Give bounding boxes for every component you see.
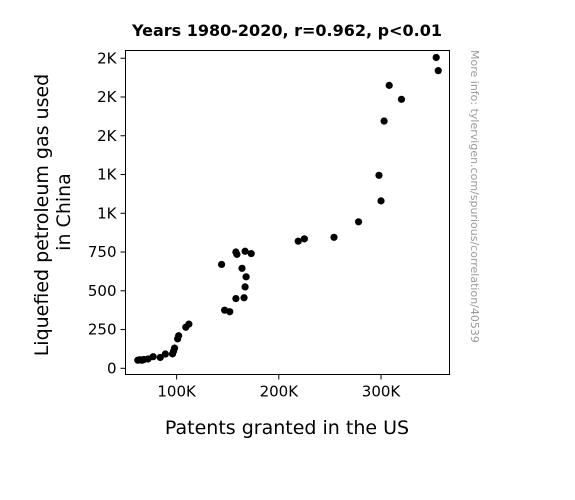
y-axis-label: Liquefied petroleum gas used in China <box>31 68 75 357</box>
data-point <box>432 53 440 62</box>
data-point <box>238 264 246 272</box>
data-point <box>149 353 157 361</box>
data-points <box>134 53 442 364</box>
data-point <box>294 237 302 245</box>
svg-text:Liquefied petroleum gas used: Liquefied petroleum gas used in China <box>31 68 75 357</box>
plot-frame <box>125 50 450 375</box>
data-point <box>354 218 363 226</box>
data-point <box>185 320 193 328</box>
data-point <box>226 308 234 316</box>
data-point <box>175 332 183 340</box>
data-point <box>217 260 226 269</box>
y-tick-label: 2K <box>97 88 118 106</box>
x-axis-ticks: 100K 200K 300K <box>157 374 402 401</box>
data-point <box>241 247 249 255</box>
y-tick-label: 2K <box>97 49 118 67</box>
y-tick-label: 250 <box>88 321 117 339</box>
data-point <box>241 283 249 291</box>
y-tick-label: 2K <box>97 127 118 145</box>
y-axis-label-line-2: in China <box>53 173 75 251</box>
watermark: More info: tylervigen.com/spurious/corre… <box>468 50 481 343</box>
data-point <box>240 294 248 302</box>
x-tick-label: 100K <box>157 383 197 401</box>
y-axis-label-line-1: Liquefied petroleum gas used <box>31 74 53 357</box>
data-point <box>156 353 164 362</box>
x-tick-label: 300K <box>362 383 402 401</box>
svg-text:More info: tylervigen.com/spur: More info: tylervigen.com/spurious/corre… <box>468 50 481 343</box>
chart-title: Years 1980-2020, r=0.962, p<0.01 <box>131 21 442 40</box>
y-tick-label: 1K <box>97 204 118 222</box>
data-point <box>330 233 338 241</box>
data-point <box>377 197 385 205</box>
data-point <box>233 250 241 258</box>
data-point <box>170 344 179 352</box>
data-point <box>242 273 250 281</box>
data-point <box>375 171 383 179</box>
plot-area: 100K 200K 300K 0 250 500 750 1K 1K 2K 2K 2K <box>88 49 450 401</box>
y-tick-label: 750 <box>88 243 117 261</box>
data-point <box>232 294 240 303</box>
data-point <box>385 81 393 89</box>
data-point <box>397 95 406 103</box>
y-tick-label: 0 <box>107 359 117 377</box>
x-axis-label: Patents granted in the US <box>165 417 409 439</box>
data-point <box>247 249 255 258</box>
x-tick-label: 200K <box>260 383 300 401</box>
data-point <box>161 350 169 358</box>
y-tick-label: 1K <box>97 166 118 184</box>
data-point <box>380 117 388 125</box>
data-point <box>434 67 442 75</box>
y-tick-label: 500 <box>88 282 117 300</box>
data-point <box>300 235 308 243</box>
y-axis-ticks: 0 250 500 750 1K 1K 2K 2K 2K <box>88 49 126 377</box>
